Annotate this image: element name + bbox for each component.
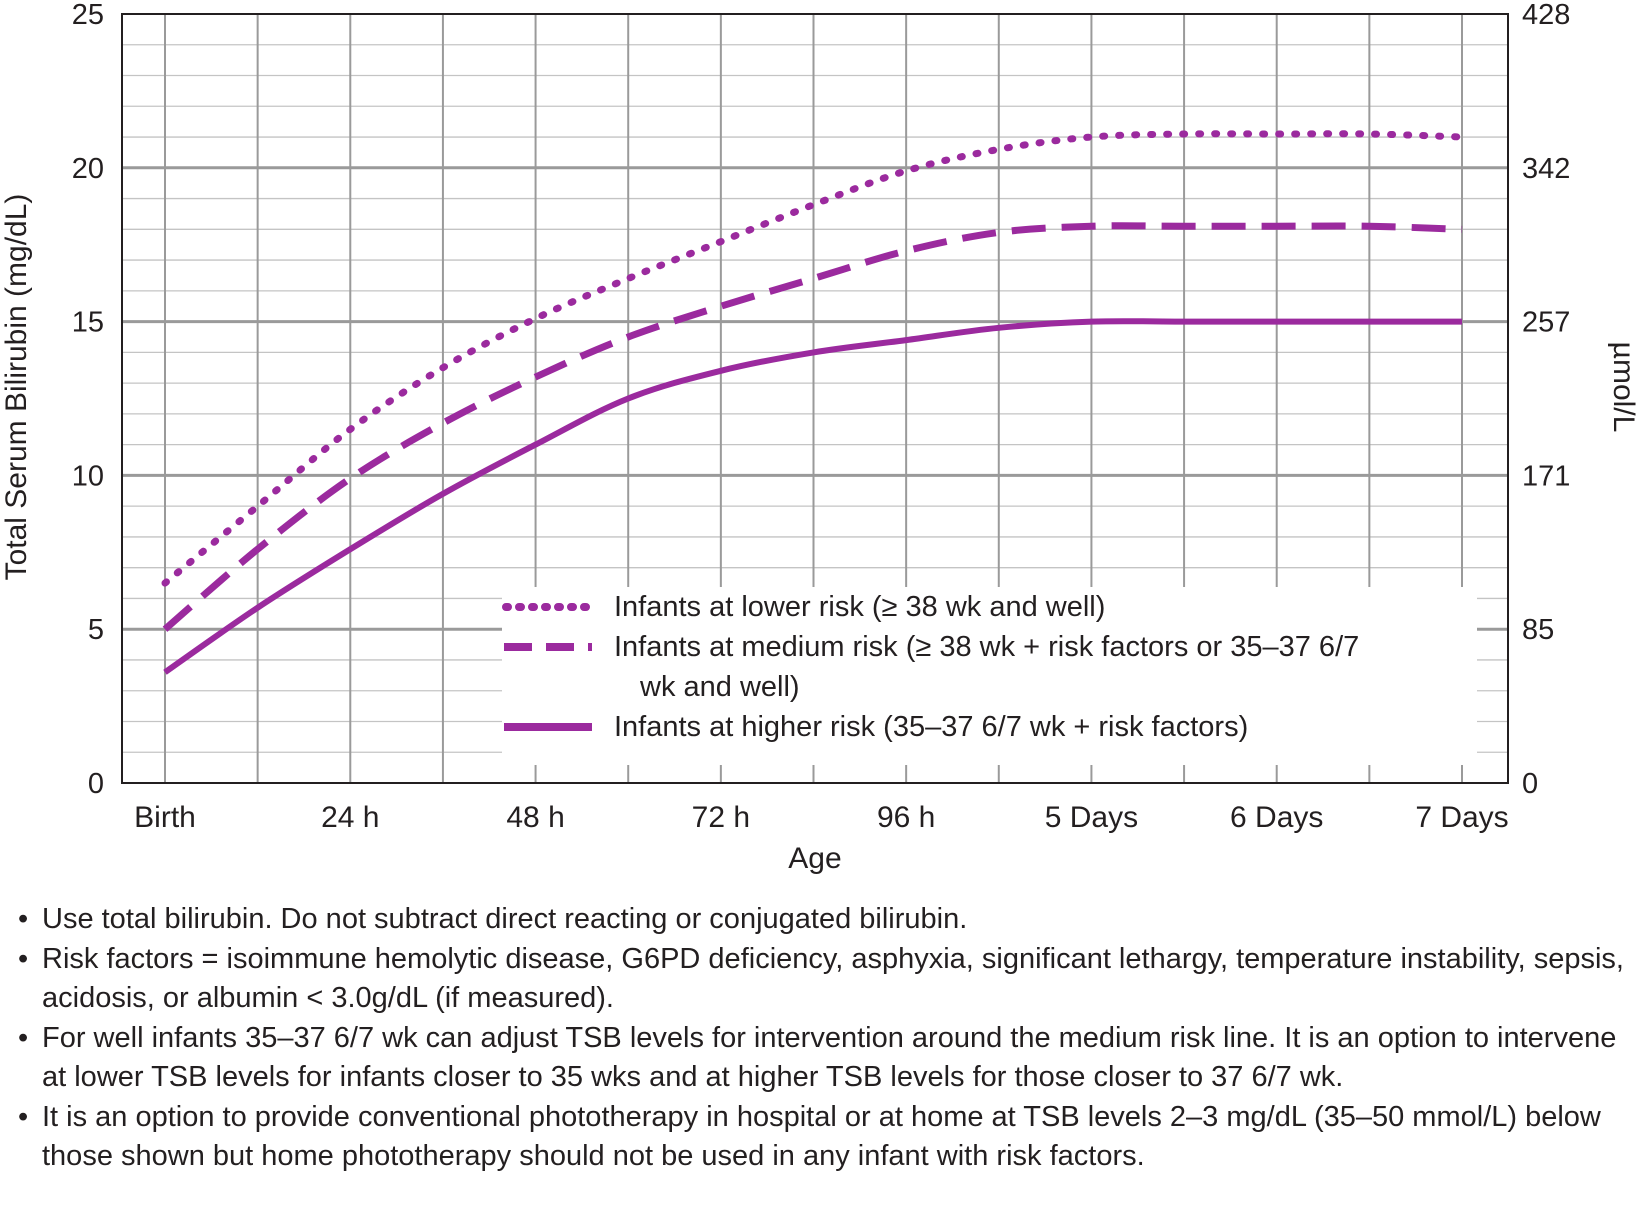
x-axis-ticks: Birth 24 h 48 h 72 h 96 h 5 Days 6 Days 7 Days bbox=[134, 801, 1509, 834]
x-tick-label: 7 Days bbox=[1415, 801, 1508, 834]
y2-axis-ticks: 0 85 171 257 342 428 bbox=[1522, 0, 1570, 800]
note-item: Use total bilirubin. Do not subtract dir… bbox=[18, 900, 1628, 939]
y2-tick-label: 85 bbox=[1522, 614, 1554, 646]
x-tick-label: 48 h bbox=[506, 801, 564, 834]
series-line-dashed bbox=[162, 222, 1463, 632]
x-axis-title: Age bbox=[788, 842, 841, 875]
chart-legend: Infants at lower risk (≥ 38 wk and well)… bbox=[502, 587, 1477, 765]
y2-tick-label: 342 bbox=[1522, 153, 1570, 185]
y2-tick-label: 428 bbox=[1522, 0, 1570, 31]
y-tick-label: 20 bbox=[72, 153, 104, 185]
x-tick-label: 6 Days bbox=[1230, 801, 1323, 834]
legend-label-medium-risk-line2: wk and well) bbox=[640, 671, 800, 703]
y-tick-label: 0 bbox=[88, 768, 104, 800]
y2-tick-label: 0 bbox=[1522, 768, 1538, 800]
legend-item-medium-risk: Infants at medium risk (≥ 38 wk + risk f… bbox=[502, 627, 1464, 707]
legend-label-medium-risk: Infants at medium risk (≥ 38 wk + risk f… bbox=[614, 627, 1464, 707]
y2-tick-label: 257 bbox=[1522, 307, 1570, 339]
series-line-solid bbox=[163, 318, 1462, 675]
y-tick-label: 5 bbox=[88, 614, 104, 646]
legend-label-medium-risk-line1: Infants at medium risk (≥ 38 wk + risk f… bbox=[614, 631, 1360, 663]
dashed-line-swatch-icon bbox=[504, 643, 592, 651]
y-tick-label: 15 bbox=[72, 307, 104, 339]
y-axis-ticks: 0 5 10 15 20 25 bbox=[72, 0, 104, 800]
series-line-dotted bbox=[161, 130, 1466, 587]
x-tick-label: 24 h bbox=[321, 801, 379, 834]
solid-line-swatch-icon bbox=[504, 723, 592, 731]
plot-frame bbox=[121, 13, 1509, 784]
x-tick-label: 5 Days bbox=[1045, 801, 1138, 834]
legend-item-lower-risk: Infants at lower risk (≥ 38 wk and well) bbox=[502, 587, 1464, 627]
x-tick-label: Birth bbox=[134, 801, 196, 834]
legend-label-lower-risk: Infants at lower risk (≥ 38 wk and well) bbox=[614, 591, 1106, 623]
x-tick-label: 72 h bbox=[692, 801, 750, 834]
legend-label-higher-risk: Infants at higher risk (35–37 6/7 wk + r… bbox=[614, 711, 1249, 743]
note-item: Risk factors = isoimmune hemolytic disea… bbox=[18, 940, 1628, 1018]
y2-axis-title: µmol/L bbox=[1607, 342, 1640, 433]
dotted-line-swatch-icon bbox=[502, 603, 594, 611]
y2-tick-label: 171 bbox=[1522, 460, 1570, 492]
plot-border bbox=[121, 13, 1509, 784]
note-item: For well infants 35–37 6/7 wk can adjust… bbox=[18, 1019, 1628, 1097]
chart-series bbox=[161, 130, 1466, 675]
x-tick-label: 96 h bbox=[877, 801, 935, 834]
y-axis-title: Total Serum Bilirubin (mg/dL) bbox=[0, 194, 33, 581]
legend-item-higher-risk: Infants at higher risk (35–37 6/7 wk + r… bbox=[502, 707, 1464, 747]
y-tick-label: 25 bbox=[72, 0, 104, 31]
chart-notes: Use total bilirubin. Do not subtract dir… bbox=[18, 900, 1628, 1177]
y-tick-label: 10 bbox=[72, 460, 104, 492]
note-item: It is an option to provide conventional … bbox=[18, 1098, 1628, 1176]
